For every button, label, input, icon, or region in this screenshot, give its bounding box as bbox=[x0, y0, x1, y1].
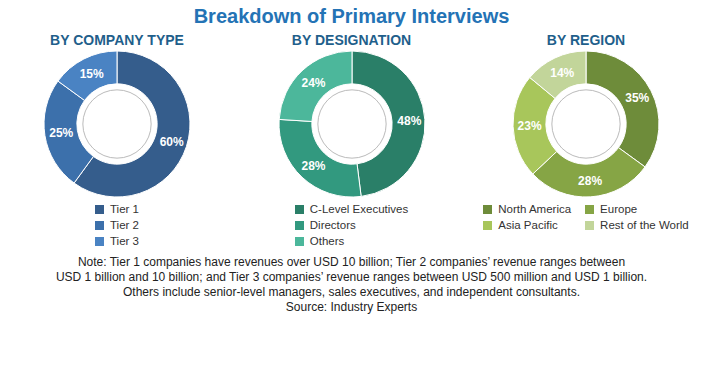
svg-text:48%: 48% bbox=[397, 114, 421, 128]
html-text:C-Level Executives: C-Level Executives bbox=[309, 203, 409, 215]
html-text:Tier 2: Tier 2 bbox=[110, 219, 139, 231]
svg-text:25%: 25% bbox=[49, 126, 73, 140]
svg-text:60%: 60% bbox=[160, 135, 184, 149]
html-text:BY REGION: BY REGION bbox=[546, 32, 626, 48]
html-text:BY COMPANY TYPE: BY COMPANY TYPE bbox=[50, 32, 184, 48]
html-text:Tier 3: Tier 3 bbox=[110, 235, 139, 247]
html-text:Others include senior-level ma: Others include senior-level managers, sa… bbox=[123, 285, 580, 299]
html-text:Tier 1: Tier 1 bbox=[110, 203, 139, 215]
html-text:BY DESIGNATION: BY DESIGNATION bbox=[291, 32, 412, 48]
svg-text:28%: 28% bbox=[578, 174, 602, 188]
html-text:North America: North America bbox=[498, 203, 572, 215]
html-text:Rest of the World: Rest of the World bbox=[600, 219, 689, 231]
svg-text:28%: 28% bbox=[301, 159, 325, 173]
html-text:Directors: Directors bbox=[309, 219, 356, 231]
html-text:Others: Others bbox=[309, 235, 345, 247]
html-text:Asia Pacific: Asia Pacific bbox=[498, 219, 558, 231]
svg-text:23%: 23% bbox=[518, 119, 542, 133]
svg-text:14%: 14% bbox=[550, 66, 574, 80]
html-text:Note: Tier 1 companies have re: Note: Tier 1 companies have revenues ove… bbox=[77, 255, 626, 269]
svg-text:15%: 15% bbox=[80, 67, 104, 81]
html-text:Breakdown of Primary Interview: Breakdown of Primary Interviews bbox=[193, 5, 510, 27]
html-text:USD 1 billion and 10 billion;: USD 1 billion and 10 billion; and Tier 3… bbox=[55, 270, 648, 284]
svg-text:35%: 35% bbox=[625, 91, 649, 105]
svg-text:24%: 24% bbox=[301, 76, 325, 90]
html-text:Europe: Europe bbox=[600, 203, 638, 215]
html-text:Source: Industry Experts: Source: Industry Experts bbox=[285, 300, 418, 314]
